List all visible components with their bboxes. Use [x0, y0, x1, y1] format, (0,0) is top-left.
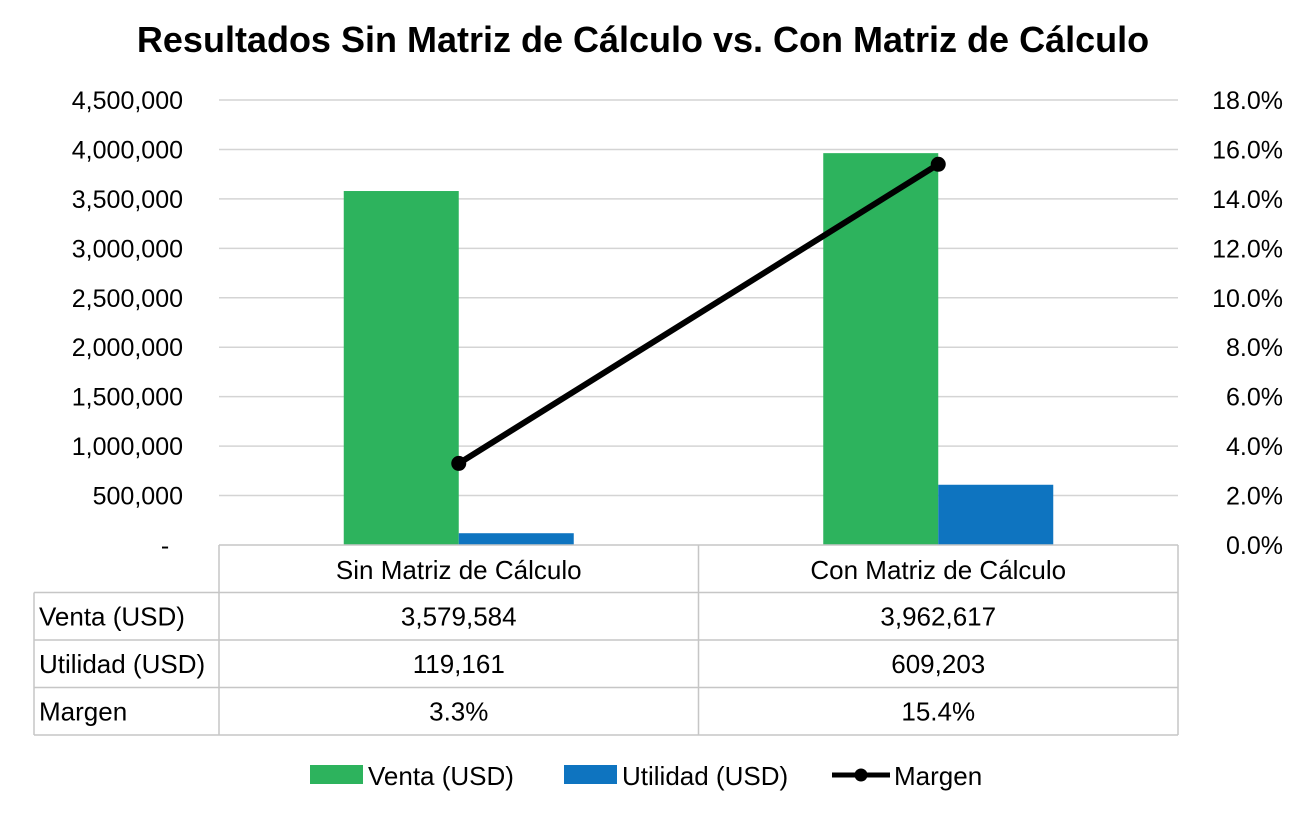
legend-label-margen: Margen	[894, 761, 982, 791]
table-row-label: Utilidad (USD)	[39, 649, 205, 679]
right-tick-label: 14.0%	[1212, 186, 1283, 214]
legend-label-utilidad: Utilidad (USD)	[622, 761, 788, 791]
legend-swatch-venta	[310, 765, 363, 784]
left-tick-label: -	[161, 532, 169, 560]
category-label: Sin Matriz de Cálculo	[336, 555, 582, 585]
legend: Venta (USD) Utilidad (USD) Margen	[310, 761, 982, 791]
bar-utilidad	[938, 484, 1054, 545]
right-tick-label: 2.0%	[1226, 483, 1283, 511]
left-tick-label: 3,500,000	[72, 186, 183, 214]
right-tick-label: 6.0%	[1226, 384, 1283, 412]
right-tick-label: 4.0%	[1226, 433, 1283, 461]
left-tick-label: 1,000,000	[72, 433, 183, 461]
bar-venta	[343, 191, 459, 545]
right-axis: 0.0% 2.0% 4.0% 6.0% 8.0% 10.0% 12.0% 14.0% 16.0%…	[1212, 87, 1283, 560]
margin-line	[455, 161, 942, 467]
left-tick-label: 1,500,000	[72, 384, 183, 412]
bar-venta	[823, 153, 939, 545]
table-row-label: Margen	[39, 697, 127, 727]
margin-point	[930, 156, 946, 172]
table-cell: 609,203	[891, 649, 985, 679]
right-tick-label: 12.0%	[1212, 235, 1283, 263]
left-tick-label: 2,500,000	[72, 285, 183, 313]
right-tick-label: 8.0%	[1226, 334, 1283, 362]
margin-line-layer	[451, 156, 946, 471]
legend-swatch-margen-marker	[854, 768, 868, 782]
margin-point	[451, 455, 467, 471]
bar-utilidad	[458, 533, 574, 545]
table-cell: 15.4%	[901, 697, 975, 727]
right-tick-label: 10.0%	[1212, 285, 1283, 313]
left-tick-label: 500,000	[93, 483, 183, 511]
left-tick-label: 4,000,000	[72, 136, 183, 164]
legend-label-venta: Venta (USD)	[368, 761, 514, 791]
legend-swatch-utilidad	[564, 765, 617, 784]
left-tick-label: 4,500,000	[72, 87, 183, 115]
bars	[343, 153, 1054, 545]
table-row-label: Venta (USD)	[39, 602, 185, 632]
table-cell: 3.3%	[429, 697, 488, 727]
right-tick-label: 0.0%	[1226, 532, 1283, 560]
category-label: Con Matriz de Cálculo	[810, 555, 1066, 585]
table-cell: 3,962,617	[880, 602, 996, 632]
chart-title: Resultados Sin Matriz de Cálculo vs. Con…	[137, 19, 1149, 60]
left-tick-label: 3,000,000	[72, 235, 183, 263]
table-cell: 119,161	[413, 649, 505, 679]
table-cell: 3,579,584	[401, 602, 517, 632]
left-tick-label: 2,000,000	[72, 334, 183, 362]
data-table: Sin Matriz de Cálculo Con Matriz de Cálcu…	[33, 544, 1179, 736]
right-tick-label: 18.0%	[1212, 87, 1283, 115]
left-axis: - 500,000 1,000,000 1,500,000 2,000,000 2,500…	[72, 87, 183, 560]
right-tick-label: 16.0%	[1212, 136, 1283, 164]
